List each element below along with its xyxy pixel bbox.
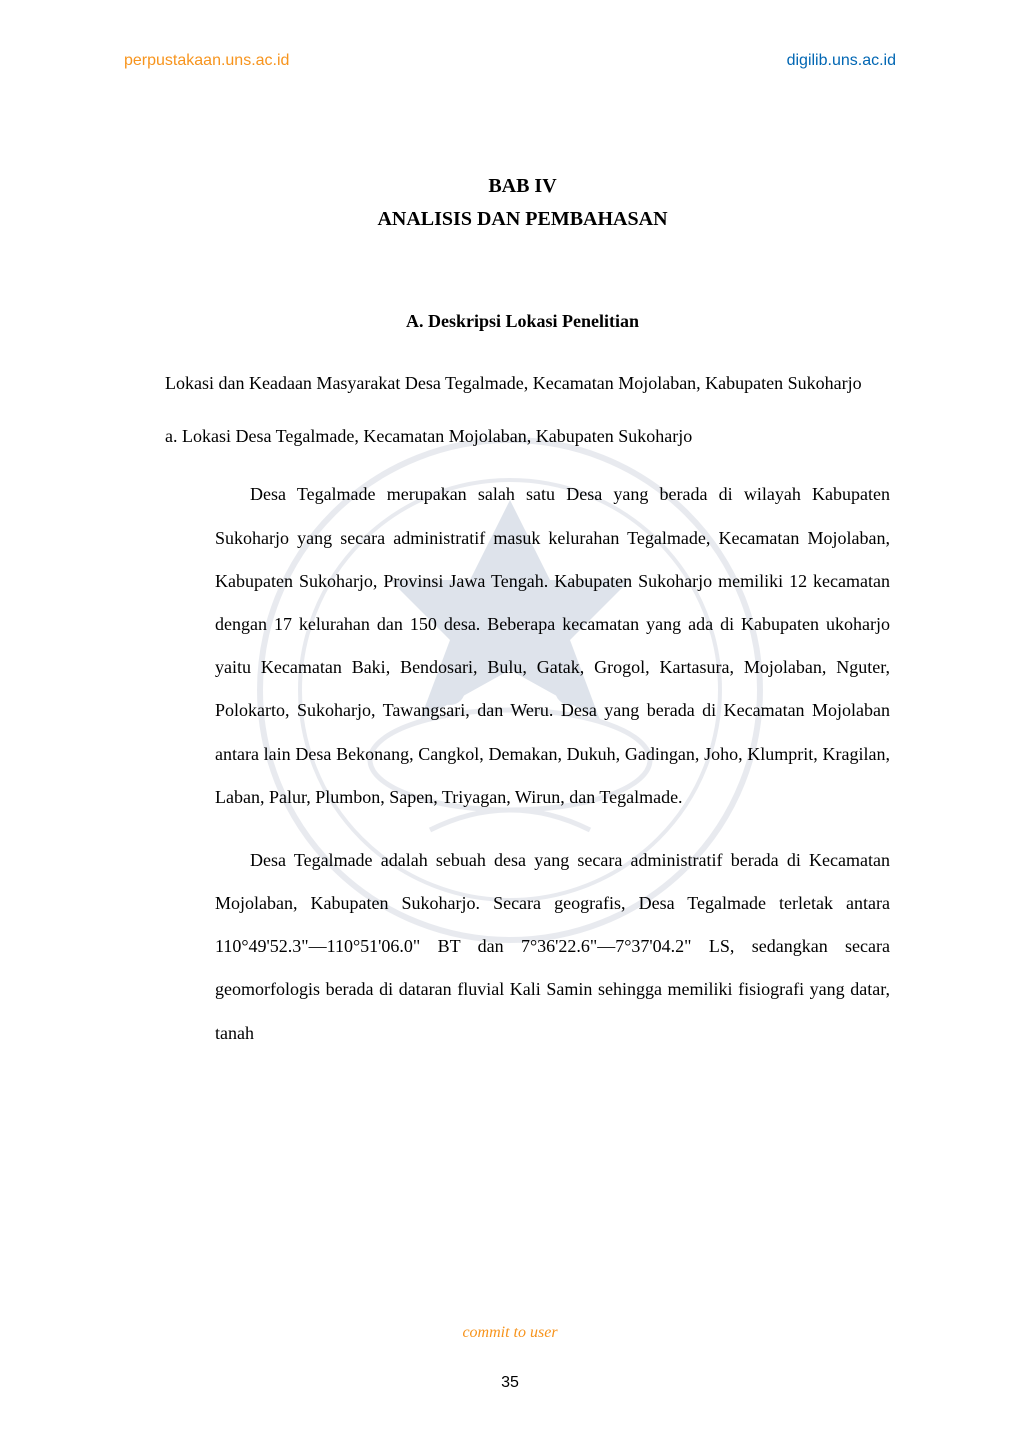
chapter-title: BAB IV — [155, 175, 890, 198]
commit-footer: commit to user — [462, 1324, 557, 1342]
header-left-link: perpustakaan.uns.ac.id — [124, 52, 289, 70]
intro-paragraph: Lokasi dan Keadaan Masyarakat Desa Tegal… — [165, 362, 890, 405]
body-paragraph-1: Desa Tegalmade merupakan salah satu Desa… — [215, 473, 890, 819]
page-content: BAB IV ANALISIS DAN PEMBAHASAN A. Deskri… — [155, 175, 890, 1075]
header-right-link: digilib.uns.ac.id — [787, 52, 896, 70]
page-number: 35 — [501, 1374, 519, 1392]
section-heading: A. Deskripsi Lokasi Penelitian — [155, 311, 890, 332]
sub-item-a: a. Lokasi Desa Tegalmade, Kecamatan Mojo… — [165, 415, 890, 458]
body-paragraph-2: Desa Tegalmade adalah sebuah desa yang s… — [215, 839, 890, 1055]
chapter-subtitle: ANALISIS DAN PEMBAHASAN — [155, 208, 890, 231]
